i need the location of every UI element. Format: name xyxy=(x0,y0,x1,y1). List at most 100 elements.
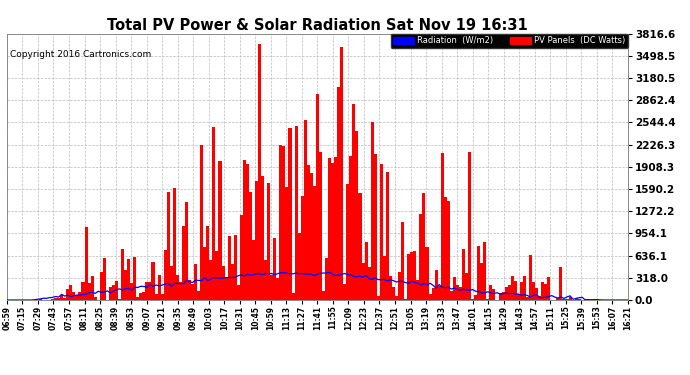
Bar xyxy=(185,202,188,300)
Bar xyxy=(139,293,142,300)
Bar xyxy=(401,222,404,300)
Bar xyxy=(453,277,456,300)
Bar xyxy=(319,152,322,300)
Bar xyxy=(437,286,441,300)
Bar xyxy=(246,164,249,300)
Bar xyxy=(291,293,295,300)
Bar xyxy=(392,286,395,300)
Bar xyxy=(462,249,465,300)
Bar xyxy=(127,259,130,300)
Bar xyxy=(411,252,413,300)
Bar xyxy=(364,242,368,300)
Bar xyxy=(115,281,118,300)
Bar xyxy=(483,243,486,300)
Bar xyxy=(237,285,240,300)
Bar xyxy=(486,299,489,300)
Bar xyxy=(547,277,550,300)
Bar xyxy=(569,297,571,300)
Bar xyxy=(562,299,566,300)
Bar xyxy=(526,297,529,300)
Bar xyxy=(85,227,88,300)
Bar xyxy=(386,172,389,300)
Bar xyxy=(477,246,480,300)
Bar xyxy=(520,282,523,300)
Bar xyxy=(66,289,69,300)
Bar xyxy=(529,255,532,300)
Bar xyxy=(197,291,200,300)
Bar xyxy=(556,298,560,300)
Bar xyxy=(270,274,273,300)
Bar xyxy=(130,283,133,300)
Bar xyxy=(228,236,230,300)
Bar xyxy=(465,273,468,300)
Bar xyxy=(224,278,228,300)
Bar xyxy=(508,285,511,300)
Bar xyxy=(422,193,426,300)
Bar xyxy=(560,267,562,300)
Bar xyxy=(155,294,157,300)
Bar xyxy=(204,247,206,300)
Bar xyxy=(353,105,355,300)
Bar xyxy=(480,263,483,300)
Bar xyxy=(261,176,264,300)
Bar xyxy=(504,287,508,300)
Bar xyxy=(276,278,279,300)
Bar xyxy=(368,267,371,300)
Bar xyxy=(240,215,243,300)
Bar xyxy=(331,164,334,300)
Bar xyxy=(288,128,291,300)
Bar xyxy=(301,196,304,300)
Bar xyxy=(295,126,297,300)
Bar xyxy=(94,297,97,300)
Bar xyxy=(249,192,252,300)
Bar xyxy=(146,282,148,300)
Bar xyxy=(54,298,57,300)
Bar xyxy=(152,262,155,300)
Bar xyxy=(234,235,237,300)
Bar xyxy=(377,297,380,300)
Bar xyxy=(322,291,325,300)
Bar xyxy=(209,260,213,300)
Bar xyxy=(221,266,224,300)
Bar xyxy=(380,164,383,300)
Bar xyxy=(344,284,346,300)
Bar xyxy=(167,192,170,300)
Bar xyxy=(334,158,337,300)
Bar xyxy=(267,183,270,300)
Bar xyxy=(575,298,578,300)
Bar xyxy=(157,276,161,300)
Bar xyxy=(374,154,377,300)
Bar xyxy=(349,156,353,300)
Bar xyxy=(118,299,121,300)
Bar xyxy=(447,201,450,300)
Bar xyxy=(179,282,182,300)
Bar xyxy=(121,249,124,300)
Bar xyxy=(304,120,307,300)
Bar xyxy=(383,256,386,300)
Bar xyxy=(450,291,453,300)
Bar xyxy=(206,226,209,300)
Bar xyxy=(124,270,127,300)
Bar xyxy=(182,226,185,300)
Bar xyxy=(258,44,261,300)
Bar xyxy=(541,282,544,300)
Bar xyxy=(502,292,504,300)
Bar xyxy=(435,270,437,300)
Bar xyxy=(371,123,374,300)
Bar xyxy=(188,280,191,300)
Bar xyxy=(103,258,106,300)
Bar xyxy=(200,145,204,300)
Bar xyxy=(471,298,474,300)
Bar xyxy=(523,276,526,300)
Bar xyxy=(264,260,267,300)
Bar xyxy=(404,299,407,300)
Bar xyxy=(137,297,139,300)
Bar xyxy=(584,298,586,300)
Bar xyxy=(337,87,340,300)
Bar xyxy=(456,285,459,300)
Bar xyxy=(325,258,328,300)
Bar xyxy=(243,159,246,300)
Bar xyxy=(176,274,179,300)
Bar xyxy=(75,295,79,300)
Bar xyxy=(90,276,94,300)
